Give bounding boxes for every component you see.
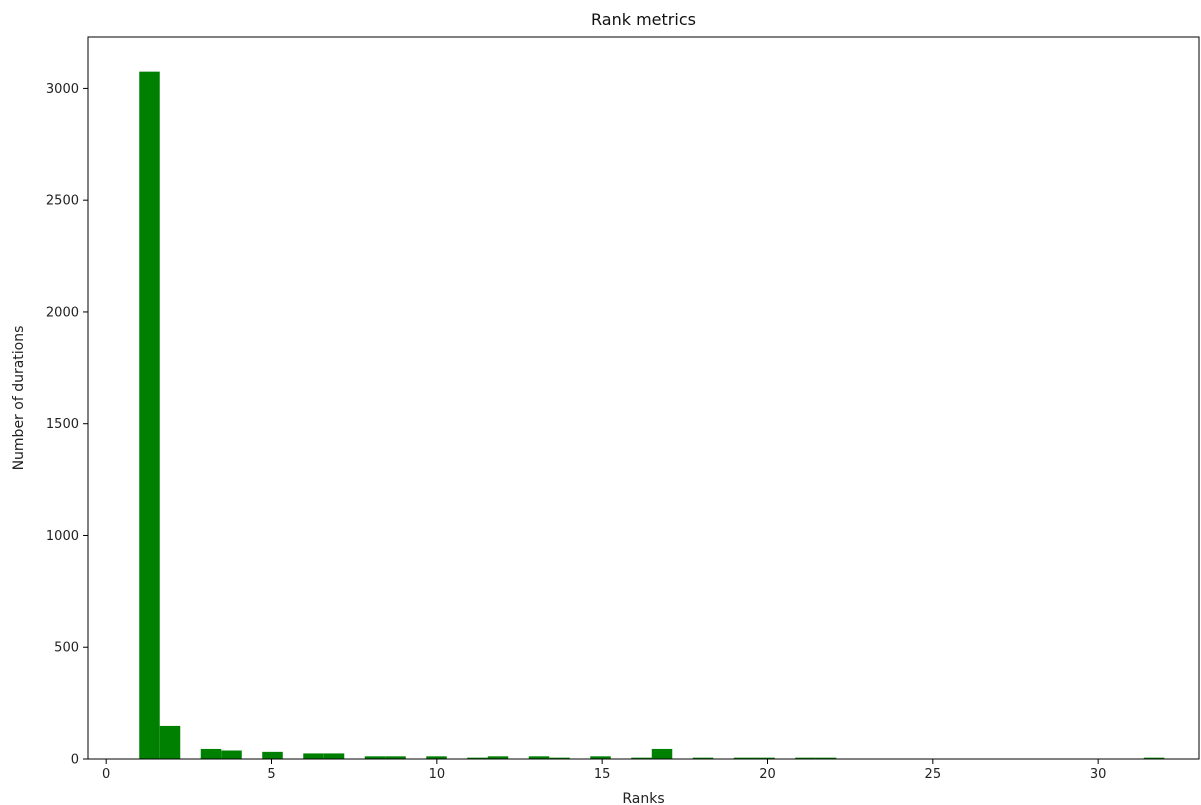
bar-12 (528, 756, 550, 759)
x-tick-label: 10 (429, 767, 446, 782)
bar-11 (487, 756, 509, 759)
y-tick-label: 500 (54, 641, 79, 656)
y-tick-label: 1500 (46, 417, 79, 432)
y-tick-label: 3000 (46, 82, 79, 97)
y-tick-label: 2500 (46, 194, 79, 209)
bar-13 (549, 757, 570, 759)
bar-22 (1143, 757, 1165, 759)
bar-4 (262, 751, 283, 759)
bar-8 (385, 756, 406, 759)
x-tick-label: 15 (594, 767, 611, 782)
y-tick-label: 0 (71, 753, 79, 768)
bar-1 (159, 725, 181, 759)
bar-6 (323, 753, 345, 759)
y-axis-label: Number of durations (11, 326, 27, 471)
bar-19 (754, 757, 775, 759)
bar-9 (426, 756, 447, 759)
plot-area-frame (87, 36, 1200, 760)
x-axis-label: Ranks (622, 791, 664, 805)
x-tick-label: 0 (102, 767, 110, 782)
bars-group (139, 71, 1165, 760)
bar-16 (651, 748, 673, 759)
bar-0 (139, 71, 160, 760)
y-tick-label: 2000 (46, 305, 79, 320)
x-tick-label: 20 (759, 767, 776, 782)
chart-title: Rank metrics (591, 10, 696, 29)
bar-17 (692, 757, 714, 759)
bar-10 (467, 757, 488, 759)
x-axis-ticks: 0 5 10 15 20 25 30 (102, 759, 1106, 782)
bar-14 (590, 756, 611, 759)
bar-18 (733, 757, 755, 759)
bar-15 (631, 757, 652, 759)
bar-7 (364, 756, 386, 759)
x-tick-label: 30 (1090, 767, 1107, 782)
bar-2 (200, 748, 222, 759)
x-tick-label: 25 (925, 767, 942, 782)
x-tick-label: 5 (267, 767, 275, 782)
bar-20 (795, 757, 816, 759)
y-tick-label: 1000 (46, 529, 79, 544)
bar-21 (815, 757, 837, 759)
bar-3 (221, 750, 242, 759)
y-axis-ticks: 0 500 1000 1500 2000 2500 3000 (46, 82, 88, 768)
bar-5 (303, 753, 324, 759)
